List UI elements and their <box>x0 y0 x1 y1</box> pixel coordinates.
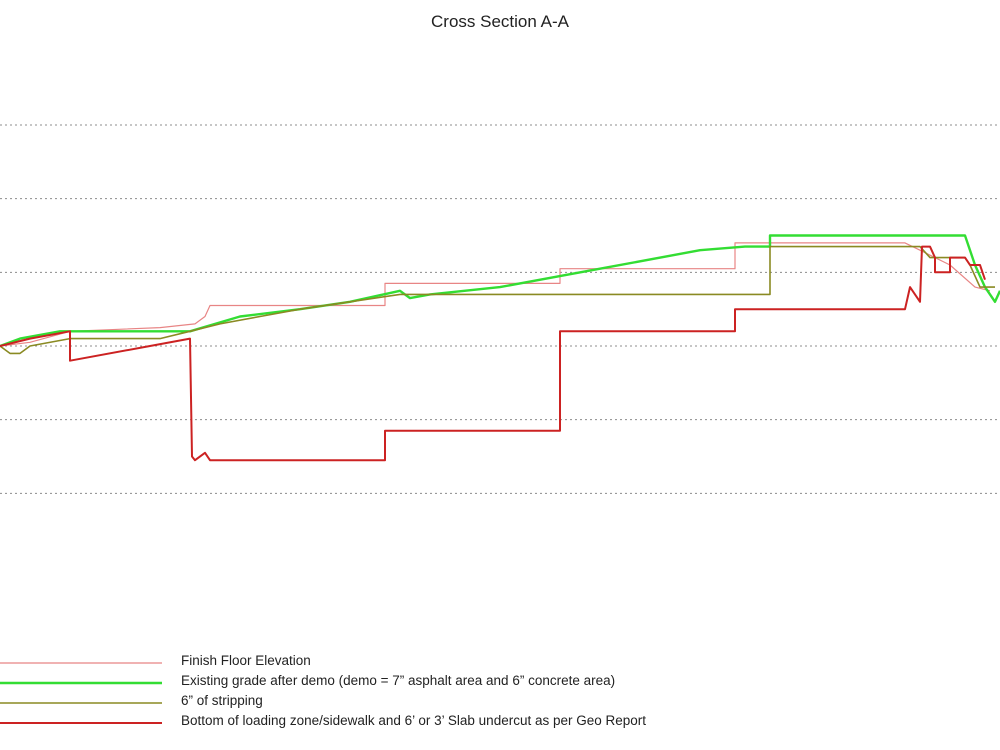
chart-title: Cross Section A-A <box>431 12 569 31</box>
legend-label: Finish Floor Elevation <box>181 653 311 668</box>
series-line <box>0 245 995 355</box>
gridlines <box>0 124 1000 494</box>
legend-swatch <box>0 662 162 664</box>
legend-item: 6” of stripping <box>0 692 1000 712</box>
plot-area <box>0 124 1000 494</box>
legend-item: Bottom of loading zone/sidewalk and 6’ o… <box>0 712 1000 732</box>
series-line <box>0 234 1000 348</box>
legend-label: 6” of stripping <box>181 693 263 708</box>
legend-label: Existing grade after demo (demo = 7” asp… <box>181 673 616 688</box>
legend-swatch <box>0 702 162 704</box>
legend-swatch <box>0 681 162 685</box>
legend-item: Finish Floor Elevation <box>0 652 1000 672</box>
legend-item: Existing grade after demo (demo = 7” asp… <box>0 672 1000 692</box>
legend: Finish Floor Elevation Existing grade af… <box>0 652 1000 732</box>
series-layer <box>0 234 1000 462</box>
legend-swatch <box>0 722 162 724</box>
series-line <box>0 245 986 462</box>
legend-label: Bottom of loading zone/sidewalk and 6’ o… <box>181 713 647 728</box>
